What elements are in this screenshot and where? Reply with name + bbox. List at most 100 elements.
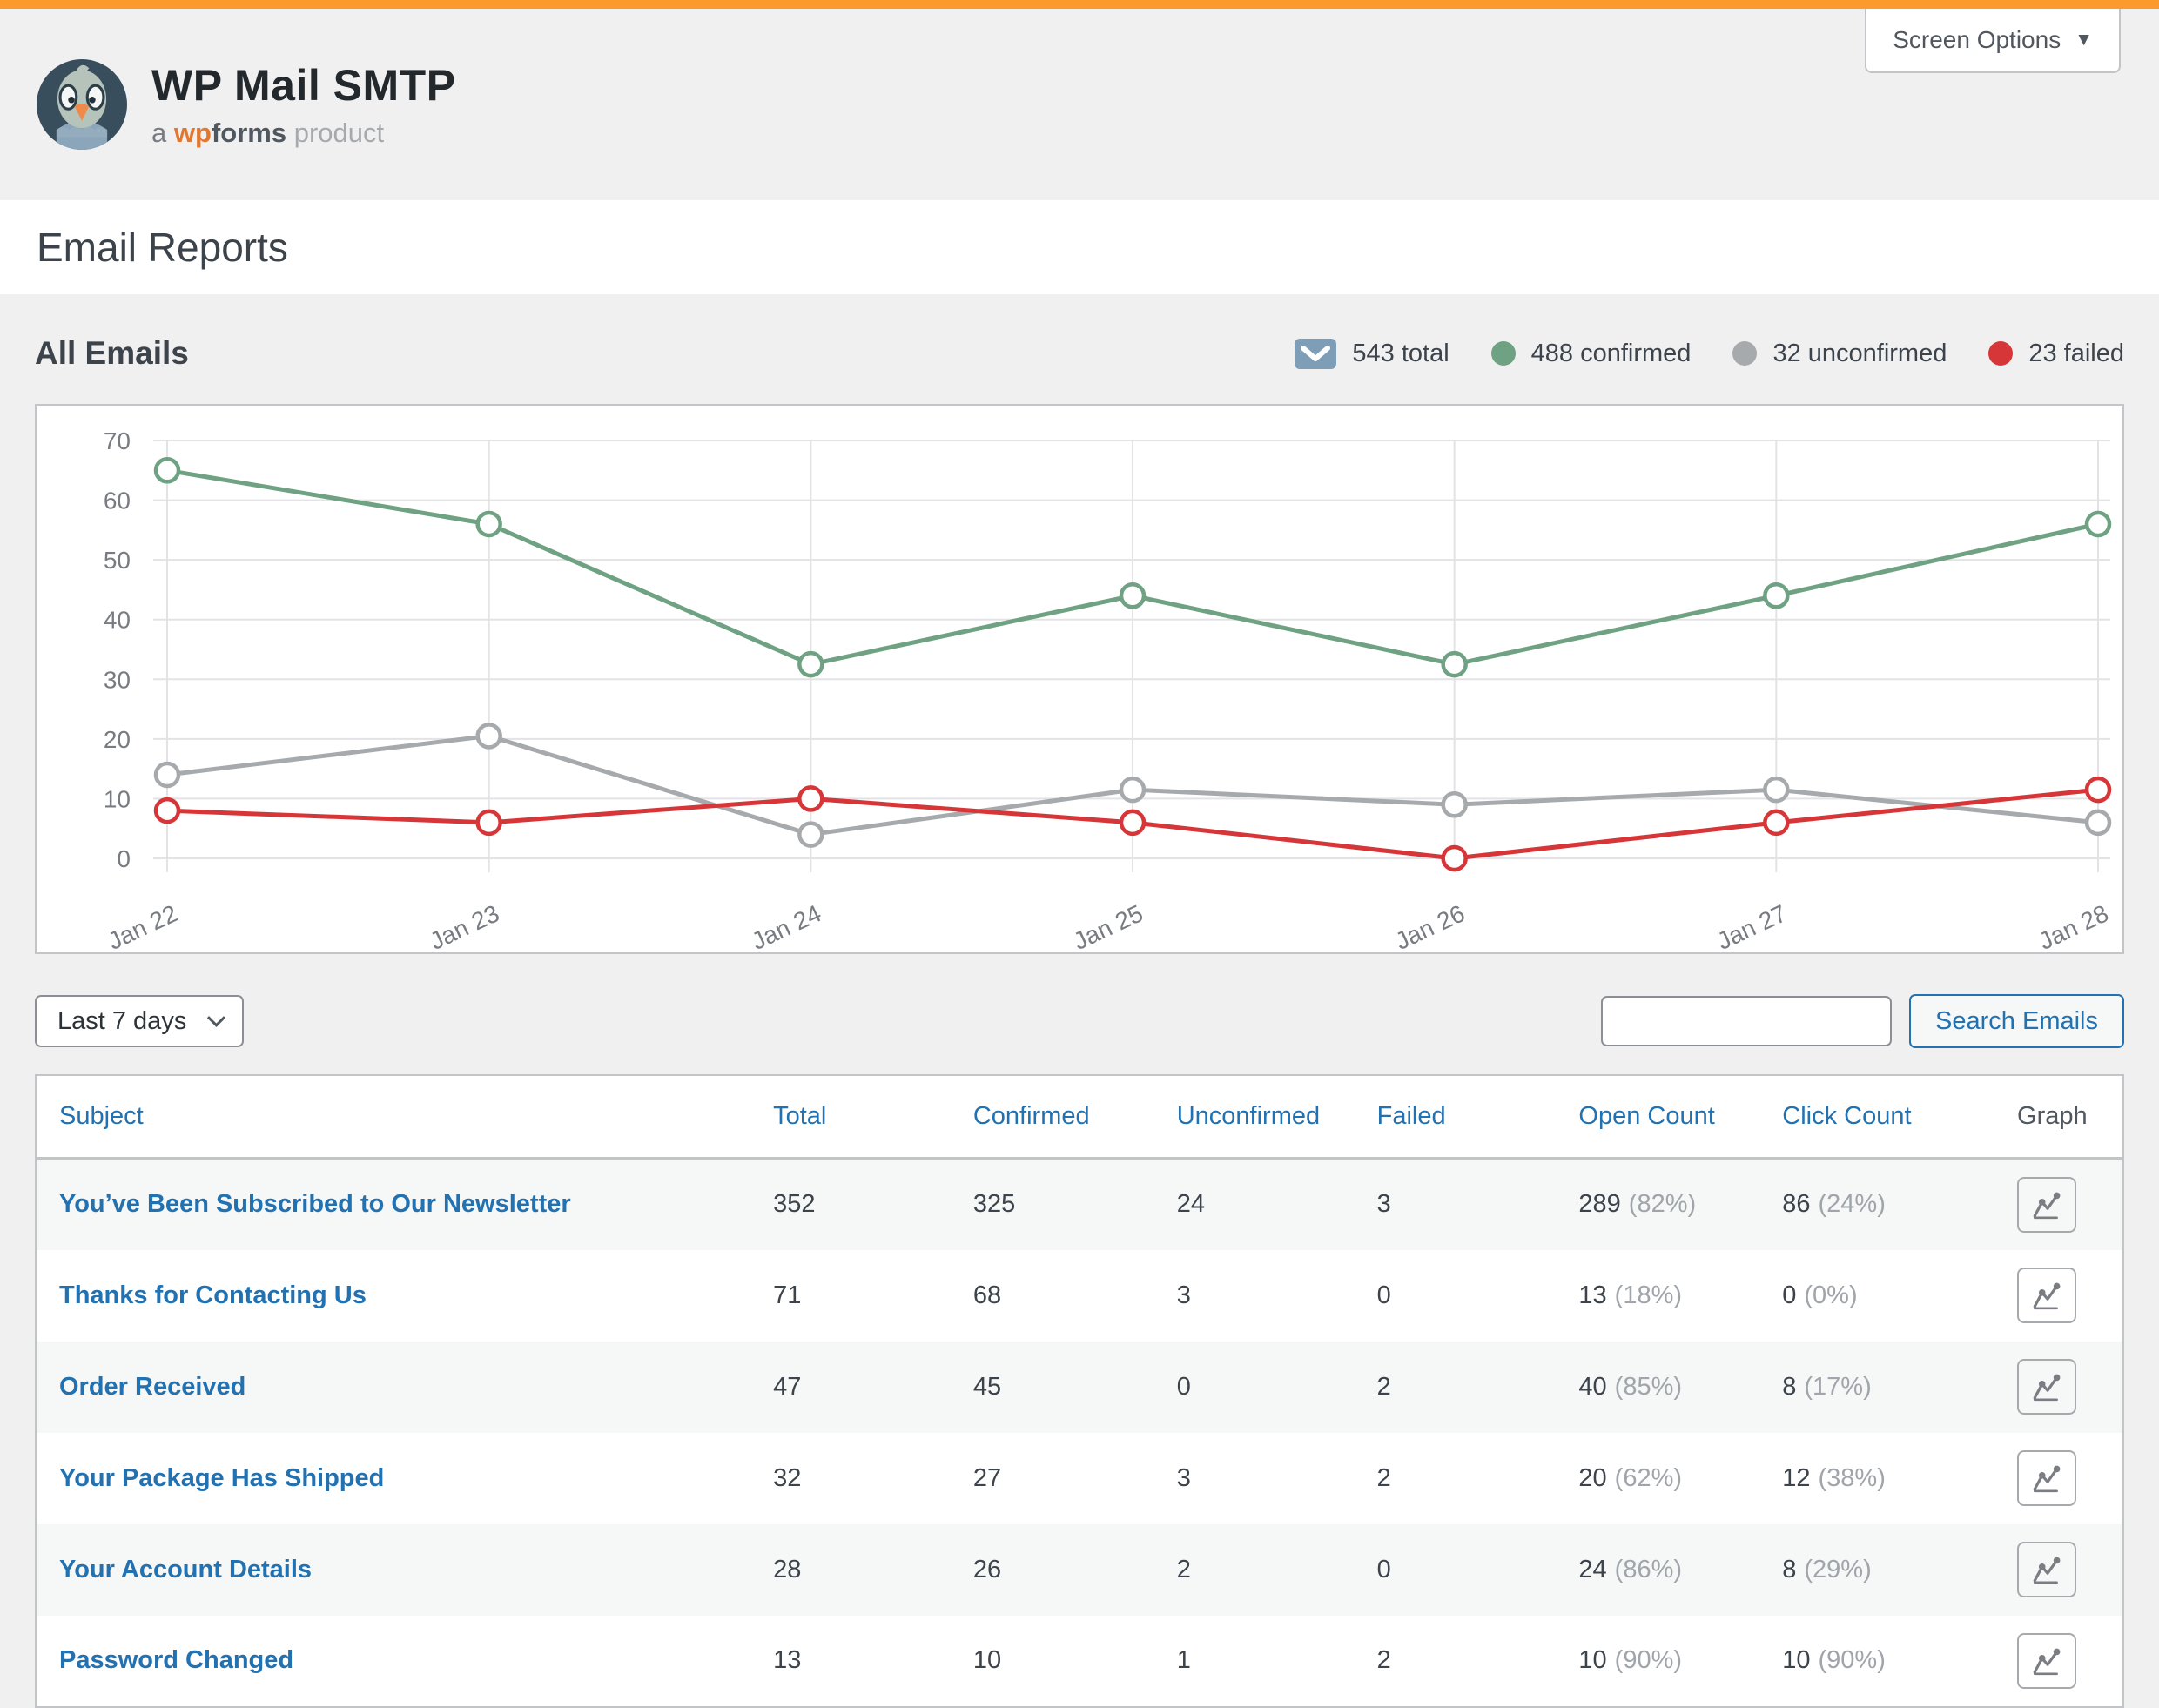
open-count-pct: (86%) [1614, 1555, 1683, 1584]
open-count-value: 10 [1578, 1646, 1607, 1674]
caret-down-icon: ▼ [2075, 30, 2093, 50]
svg-text:Jan 27: Jan 27 [1713, 899, 1791, 952]
total-value: 47 [773, 1372, 802, 1401]
row-graph-button[interactable] [2017, 1632, 2077, 1689]
open-count-value: 20 [1578, 1463, 1607, 1492]
click-count-pct: (0%) [1804, 1281, 1858, 1309]
section-head: All Emails 543 total 488 confirmed 32 unco… [35, 326, 2124, 381]
search-emails-button[interactable]: Search Emails [1909, 994, 2124, 1048]
open-count-value: 289 [1578, 1190, 1621, 1219]
svg-text:20: 20 [104, 726, 131, 753]
total-value: 13 [773, 1646, 802, 1674]
column-header-subject[interactable]: Subject [36, 1075, 774, 1160]
total-value: 28 [773, 1555, 802, 1584]
click-count-value: 8 [1782, 1372, 1797, 1401]
mini-line-chart-icon [2033, 1282, 2061, 1310]
top-accent-bar [0, 0, 2159, 9]
date-range-select[interactable]: Last 7 days [35, 995, 244, 1047]
email-subject-link[interactable]: Thanks for Contacting Us [59, 1281, 367, 1309]
click-count-value: 0 [1782, 1281, 1797, 1309]
table-header-row: Subject Total Confirmed Unconfirmed Failed Op… [36, 1075, 2123, 1160]
chart-legend: 543 total 488 confirmed 32 unconfirmed 23 f… [1295, 338, 2124, 369]
svg-text:Jan 25: Jan 25 [1069, 899, 1147, 952]
email-subject-link[interactable]: Password Changed [59, 1646, 294, 1674]
svg-text:60: 60 [104, 488, 131, 514]
column-header-click-count[interactable]: Click Count [1782, 1075, 2018, 1160]
column-header-open-count[interactable]: Open Count [1578, 1075, 1783, 1160]
open-count-pct: (62%) [1614, 1463, 1683, 1492]
date-range-value: Last 7 days [57, 1006, 187, 1035]
svg-text:Jan 22: Jan 22 [104, 899, 181, 952]
confirmed-value: 325 [972, 1190, 1016, 1219]
envelope-icon [1295, 338, 1337, 369]
email-subject-link[interactable]: Order Received [59, 1372, 246, 1401]
mini-line-chart-icon [2033, 1465, 2061, 1493]
click-count-pct: (29%) [1804, 1555, 1872, 1584]
subtitle-wp: wp [173, 118, 212, 148]
failed-value: 2 [1376, 1646, 1391, 1674]
email-subject-link[interactable]: You’ve Been Subscribed to Our Newsletter [59, 1190, 571, 1219]
mini-line-chart-icon [2033, 1374, 2061, 1402]
search-input[interactable] [1601, 996, 1893, 1046]
email-subject-link[interactable]: Your Account Details [59, 1555, 313, 1584]
open-count-value: 13 [1578, 1281, 1607, 1309]
click-count-pct: (90%) [1818, 1646, 1886, 1674]
email-reports-line-chart: 0 10 20 30 40 50 60 70 Jan 22 Jan 23 Jan 24 Jan 25 J… [104, 427, 2113, 952]
brand-titles: WP Mail SMTP a wpforms product [151, 60, 456, 149]
subtitle-prefix: a [151, 118, 167, 148]
confirmed-value: 68 [972, 1281, 1002, 1309]
unconfirmed-value: 0 [1176, 1372, 1191, 1401]
page-title-bar: Email Reports [0, 200, 2159, 294]
screen-options-button[interactable]: Screen Options ▼ [1865, 9, 2121, 73]
open-count-pct: (18%) [1614, 1281, 1683, 1309]
svg-text:Jan 26: Jan 26 [1391, 899, 1469, 952]
legend-dot-icon [1490, 341, 1516, 366]
email-subject-link[interactable]: Your Package Has Shipped [59, 1463, 385, 1492]
column-header-confirmed[interactable]: Confirmed [972, 1075, 1177, 1160]
svg-text:Jan 24: Jan 24 [748, 899, 825, 952]
confirmed-value: 26 [972, 1555, 1002, 1584]
row-graph-button[interactable] [2017, 1268, 2077, 1323]
page-title: Email Reports [37, 225, 288, 270]
table-controls: Last 7 days Search Emails [35, 994, 2124, 1048]
legend-label: 543 total [1352, 339, 1449, 367]
open-count-value: 24 [1578, 1555, 1607, 1584]
legend-dot-icon [1732, 341, 1758, 366]
svg-text:Jan 28: Jan 28 [2035, 899, 2112, 952]
svg-text:50: 50 [104, 547, 131, 574]
svg-text:0: 0 [117, 845, 131, 872]
legend-label: 23 failed [2028, 339, 2124, 367]
failed-value: 3 [1376, 1190, 1391, 1219]
failed-value: 0 [1376, 1281, 1391, 1309]
column-header-failed[interactable]: Failed [1376, 1075, 1579, 1160]
row-graph-button[interactable] [2017, 1542, 2077, 1597]
chevron-down-icon [206, 1008, 226, 1027]
svg-text:40: 40 [104, 607, 131, 634]
open-count-pct: (85%) [1614, 1372, 1683, 1401]
app-title: WP Mail SMTP [151, 61, 456, 110]
unconfirmed-value: 24 [1176, 1190, 1205, 1219]
unconfirmed-value: 3 [1176, 1281, 1191, 1309]
row-graph-button[interactable] [2017, 1450, 2077, 1506]
mini-line-chart-icon [2033, 1557, 2061, 1584]
screen-options-label: Screen Options [1893, 26, 2061, 53]
svg-text:10: 10 [104, 785, 131, 812]
site-header: WP Mail SMTP a wpforms product Screen Op… [0, 9, 2159, 200]
total-value: 32 [773, 1463, 802, 1492]
row-graph-button[interactable] [2017, 1359, 2077, 1415]
row-graph-button[interactable] [2017, 1176, 2077, 1233]
legend-dot-icon [1988, 341, 2014, 366]
svg-text:70: 70 [104, 427, 131, 454]
click-count-value: 12 [1782, 1463, 1811, 1492]
click-count-value: 10 [1782, 1646, 1811, 1674]
legend-item-failed: 23 failed [1988, 340, 2124, 368]
legend-label: 32 unconfirmed [1772, 339, 1947, 367]
mini-line-chart-icon [2033, 1192, 2061, 1219]
subtitle-forms: forms [211, 118, 287, 148]
column-header-unconfirmed[interactable]: Unconfirmed [1176, 1075, 1377, 1160]
unconfirmed-value: 2 [1176, 1555, 1191, 1584]
subtitle-product: product [293, 118, 385, 148]
confirmed-value: 27 [972, 1463, 1002, 1492]
column-header-total[interactable]: Total [773, 1075, 973, 1160]
click-count-value: 8 [1782, 1555, 1797, 1584]
